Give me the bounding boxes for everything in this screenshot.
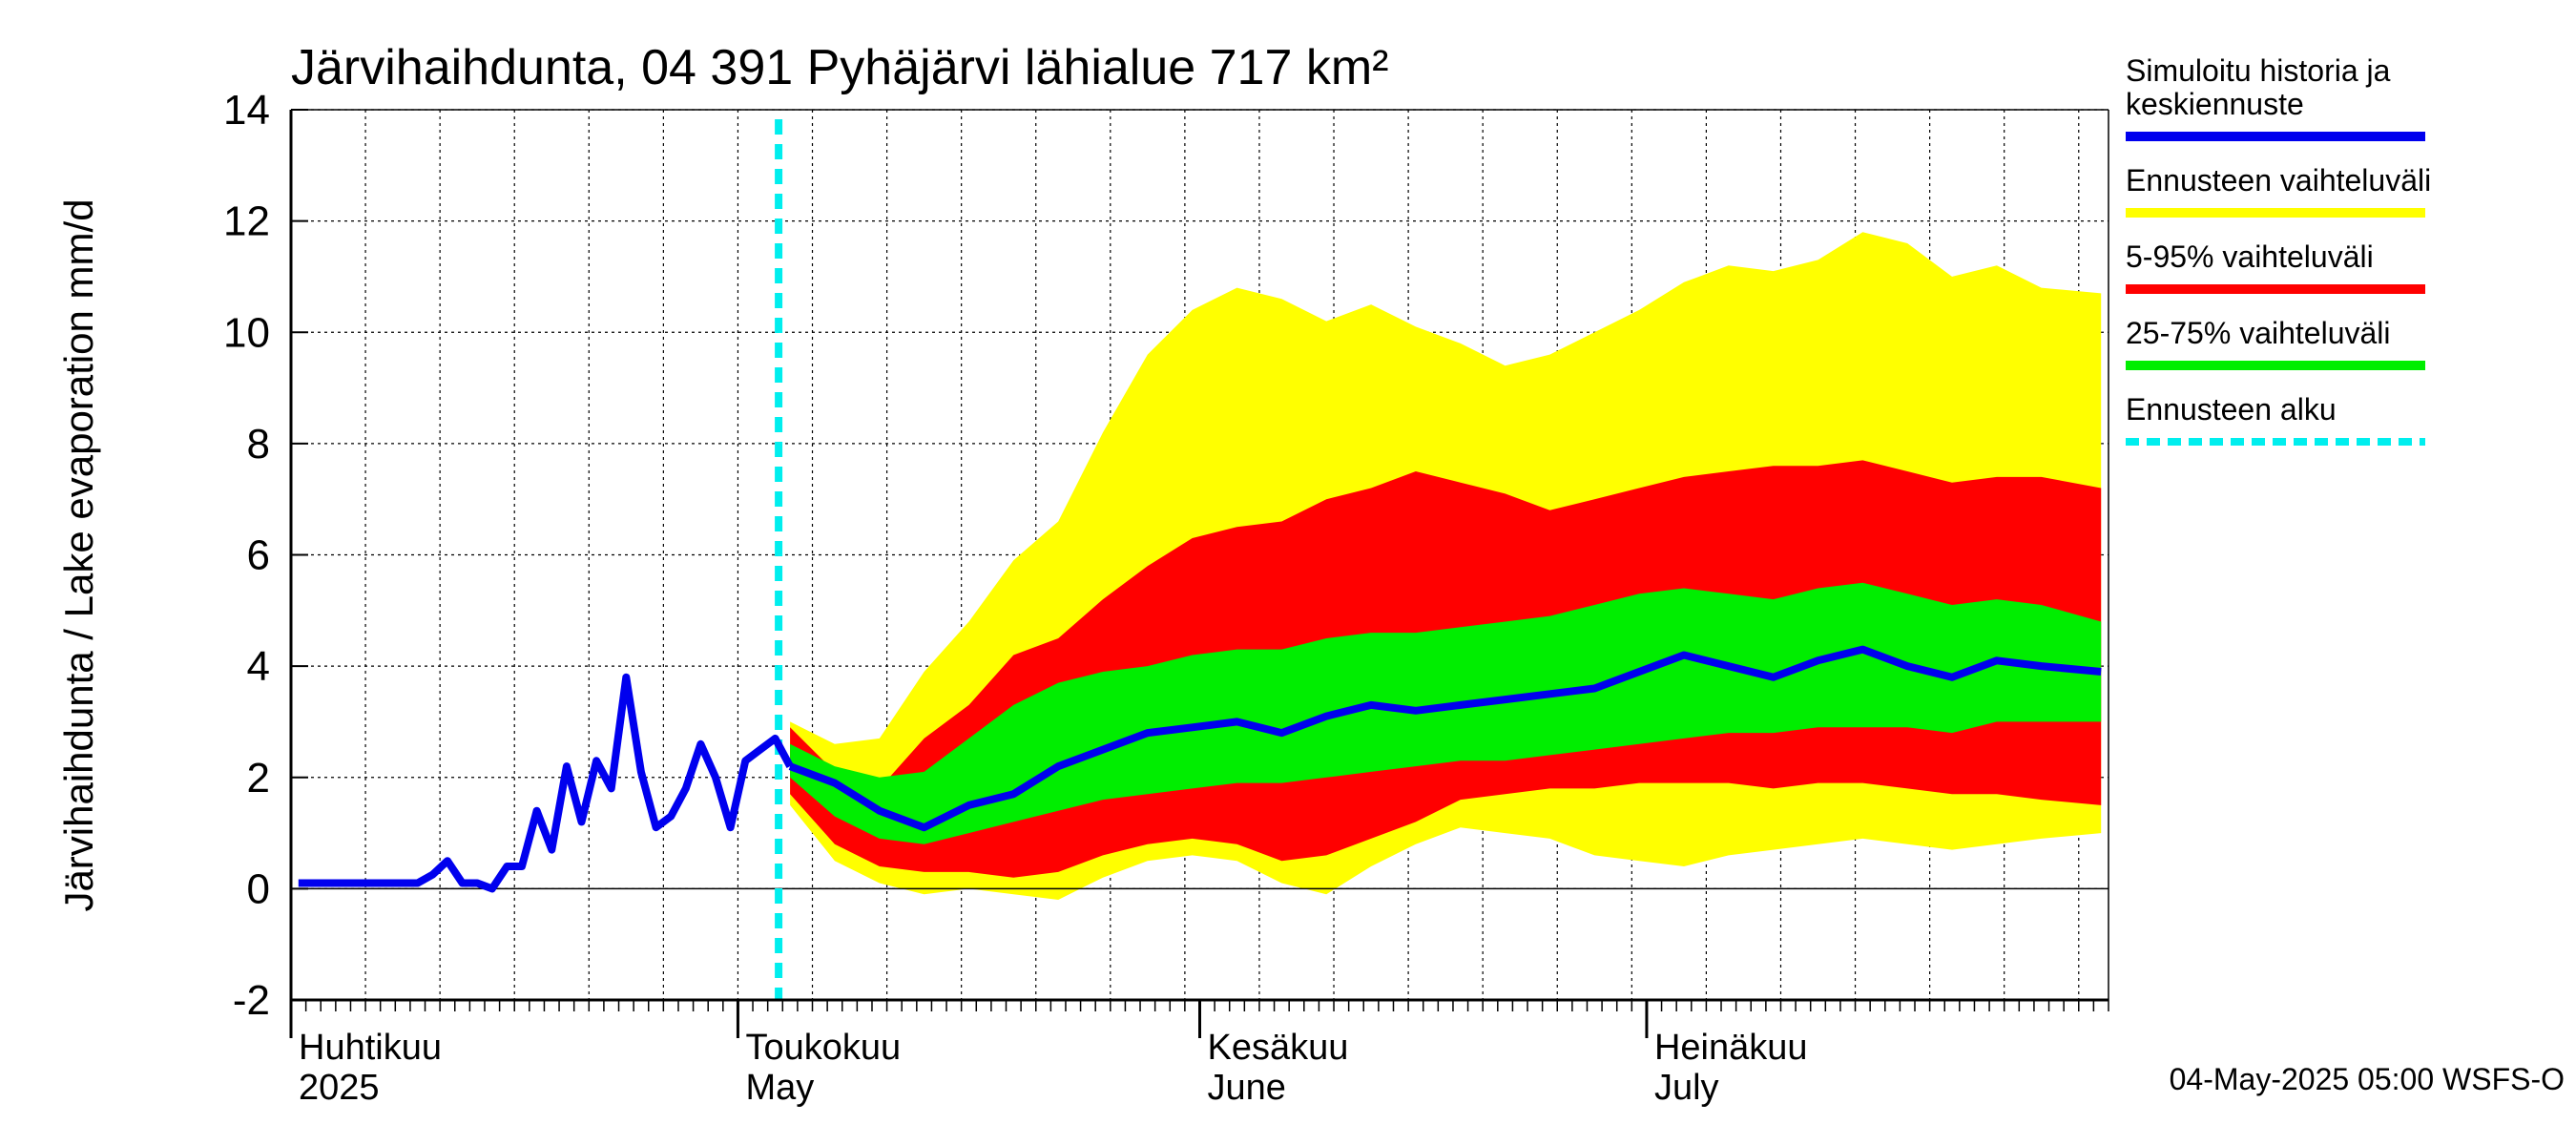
legend-label: 25-75% vaihteluväli bbox=[2126, 316, 2391, 350]
y-tick-label: 8 bbox=[247, 421, 270, 468]
forecast-bands bbox=[790, 232, 2102, 901]
legend-item: 25-75% vaihteluväli bbox=[2126, 316, 2425, 370]
month-label-en: June bbox=[1208, 1068, 1286, 1108]
legend-label: Ennusteen vaihteluväli bbox=[2126, 163, 2431, 198]
p25-75-band bbox=[790, 582, 2102, 844]
legend-item: Ennusteen alku bbox=[2126, 392, 2425, 446]
month-label-fi: Toukokuu bbox=[745, 1028, 901, 1068]
y-tick-label: 4 bbox=[247, 643, 270, 690]
month-label-en: July bbox=[1654, 1068, 1719, 1108]
legend-label: 5-95% vaihteluväli bbox=[2126, 239, 2374, 274]
y-tick-label: 6 bbox=[247, 532, 270, 579]
y-tick-label: 12 bbox=[223, 198, 270, 245]
y-tick-labels: -2 0 2 4 6 8 10 12 14 bbox=[223, 87, 270, 1024]
y-axis-label: Järvihaihdunta / Lake evaporation mm/d bbox=[56, 198, 101, 911]
month-label-fi: Heinäkuu bbox=[1654, 1028, 1808, 1068]
legend-item: 5-95% vaihteluväli bbox=[2126, 239, 2425, 294]
month-label-fi: Kesäkuu bbox=[1208, 1028, 1349, 1068]
y-tick-label: 0 bbox=[247, 865, 270, 912]
y-tick-label: 14 bbox=[223, 87, 270, 134]
month-label-en: May bbox=[745, 1068, 814, 1108]
y-tick-label: -2 bbox=[233, 977, 270, 1024]
y-tick-label: 2 bbox=[247, 755, 270, 802]
legend-label: Ennusteen alku bbox=[2126, 392, 2337, 427]
month-label-fi: Huhtikuu bbox=[299, 1028, 442, 1068]
legend-label: keskiennuste bbox=[2126, 87, 2304, 121]
legend-label: Simuloitu historia ja bbox=[2126, 53, 2391, 88]
forecast-median-line bbox=[788, 645, 2102, 832]
month-label-en: 2025 bbox=[299, 1068, 380, 1108]
legend-item: Ennusteen vaihteluväli bbox=[2126, 163, 2431, 218]
axes bbox=[289, 109, 2109, 1038]
timestamp-footer: 04-May-2025 05:00 WSFS-O bbox=[2170, 1062, 2565, 1096]
history-mean-line bbox=[298, 673, 794, 893]
chart-title: Järvihaihdunta, 04 391 Pyhäjärvi lähialu… bbox=[291, 40, 1388, 95]
y-tick-label: 10 bbox=[223, 309, 270, 356]
